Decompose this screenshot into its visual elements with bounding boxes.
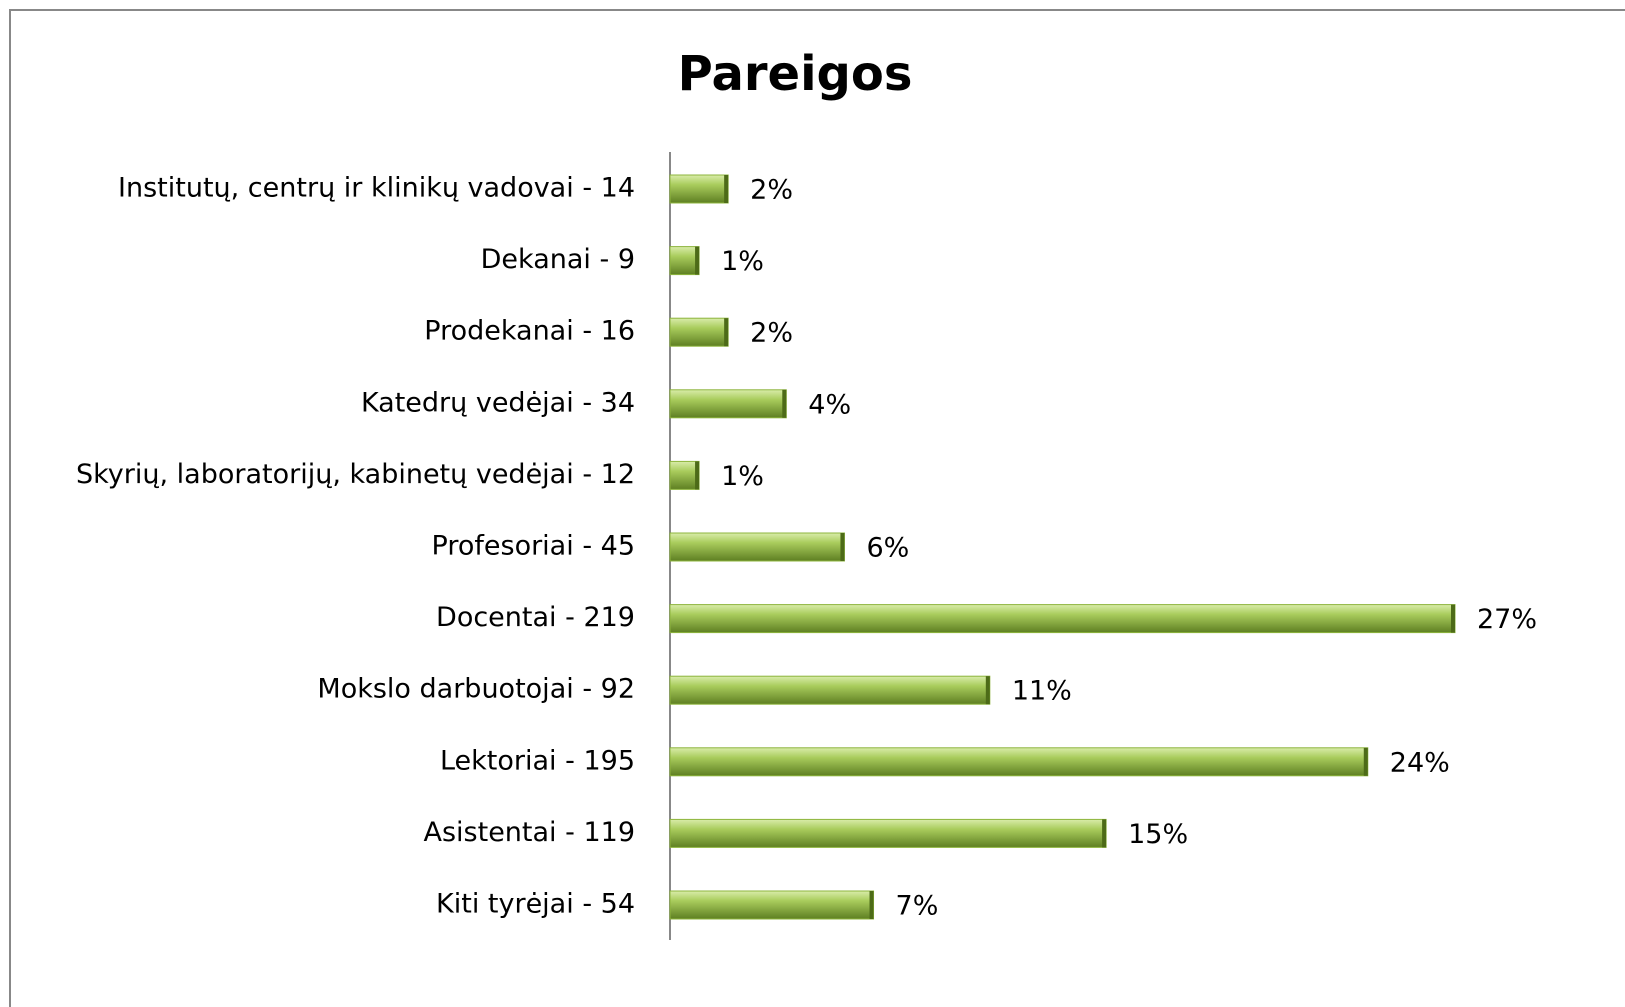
bar — [669, 675, 991, 705]
category-label: Lektoriai - 195 — [440, 745, 635, 776]
category-label: Institutų, centrų ir klinikų vadovai - 1… — [118, 173, 635, 204]
bar-end — [1363, 747, 1368, 776]
data-label: 7% — [896, 891, 939, 922]
bar-end — [724, 318, 729, 347]
category-label: Katedrų vedėjai - 34 — [361, 387, 635, 418]
bar-end — [869, 891, 874, 919]
bar — [669, 317, 729, 347]
bar — [669, 890, 875, 920]
category-label: Mokslo darbuotojai - 92 — [317, 674, 635, 705]
category-label: Dekanai - 9 — [481, 244, 635, 275]
category-label: Profesoriai - 45 — [432, 531, 635, 562]
bar-end — [695, 461, 700, 490]
bar-end — [985, 676, 990, 705]
data-label: 2% — [750, 318, 793, 349]
bar — [669, 246, 700, 276]
data-label: 1% — [721, 461, 764, 492]
data-label: 11% — [1012, 676, 1072, 707]
data-label: 24% — [1390, 747, 1450, 778]
bar — [669, 460, 700, 490]
bar — [669, 604, 1456, 634]
bar — [669, 532, 845, 562]
bar — [669, 818, 1107, 848]
bar — [669, 389, 787, 419]
bar-end — [724, 175, 729, 203]
category-label: Skyrių, laboratorijų, kabinetų vedėjai -… — [76, 459, 635, 490]
data-label: 4% — [808, 389, 851, 420]
data-label: 1% — [721, 246, 764, 277]
category-label: Docentai - 219 — [436, 602, 635, 633]
chart-frame — [9, 9, 1625, 1007]
bar-end — [695, 246, 700, 275]
bar — [669, 174, 729, 204]
bar — [669, 747, 1369, 777]
data-label: 27% — [1477, 604, 1537, 635]
category-label: Prodekanai - 16 — [424, 316, 635, 347]
chart-title: Pareigos — [678, 46, 913, 102]
data-label: 2% — [750, 175, 793, 206]
category-label: Asistentai - 119 — [424, 817, 636, 848]
data-label: 6% — [866, 533, 909, 564]
bar-end — [1102, 819, 1107, 848]
bar-end — [782, 389, 787, 418]
category-label: Kiti tyrėjai - 54 — [436, 889, 635, 920]
bar-end — [1451, 604, 1455, 633]
data-label: 15% — [1128, 819, 1188, 850]
bar-end — [840, 533, 845, 561]
